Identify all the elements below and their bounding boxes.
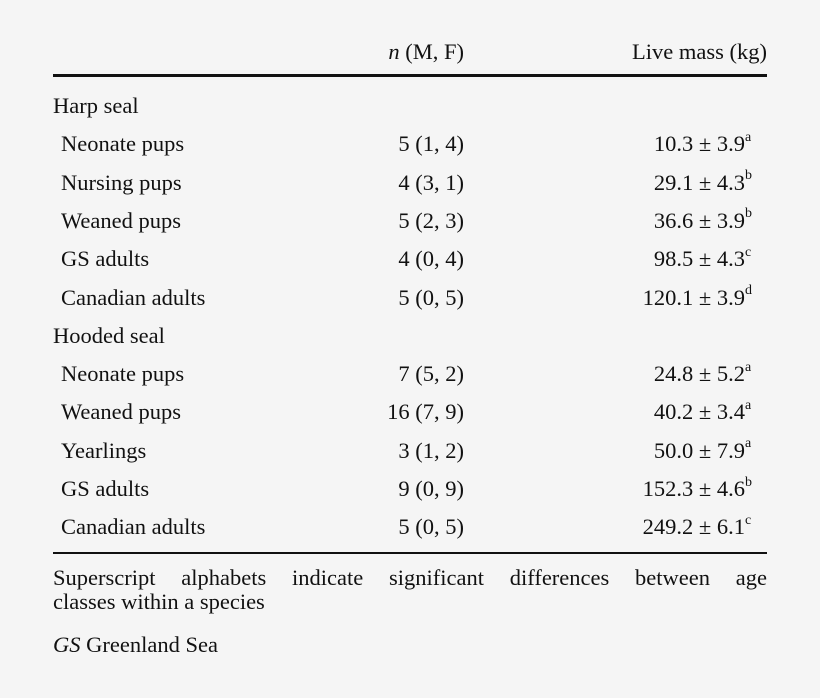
row-n: 5 (0, 5)	[398, 514, 464, 540]
mass-value: 152.3 ± 4.6	[642, 476, 745, 501]
significance-superscript: b	[745, 168, 752, 184]
row-mass: 50.0 ± 7.9a	[653, 437, 751, 463]
row-n: 7 (5, 2)	[398, 361, 464, 387]
row-n: 5 (0, 5)	[398, 284, 464, 310]
row-n: 4 (3, 1)	[398, 169, 464, 195]
abbr-definition: Greenland Sea	[80, 632, 218, 657]
row-label: Yearlings	[61, 437, 147, 463]
mass-value: 29.1 ± 4.3	[653, 169, 745, 195]
mass-value: 40.2 ± 3.4	[653, 399, 745, 425]
row-label: Neonate pups	[61, 131, 185, 157]
row-label: Canadian adults	[61, 284, 206, 310]
row-mass: 40.2 ± 3.4a	[653, 398, 751, 425]
row-label: Neonate pups	[61, 361, 185, 387]
row-mass: 152.3 ± 4.6b	[642, 475, 752, 501]
significance-superscript: a	[745, 359, 752, 375]
mass-value: 10.3 ± 3.9	[653, 131, 745, 157]
significance-superscript: a	[745, 397, 752, 413]
row-label: Weaned pups	[61, 399, 182, 425]
significance-superscript: a	[745, 436, 752, 452]
header-n-italic: n	[388, 39, 400, 64]
header-n: n (M, F)	[388, 39, 464, 64]
footnote-abbreviation: GS Greenland Sea	[53, 632, 767, 657]
footnote-line-2: classes within a species	[53, 589, 265, 614]
row-label: GS adults	[61, 246, 150, 272]
row-n: 9 (0, 9)	[398, 476, 464, 501]
row-n: 16 (7, 9)	[387, 399, 464, 425]
mass-value: 36.6 ± 3.9	[653, 207, 745, 233]
abbr-term: GS	[53, 632, 81, 657]
significance-superscript: b	[745, 206, 752, 222]
mass-value: 24.8 ± 5.2	[653, 361, 745, 387]
row-label: GS adults	[61, 476, 150, 501]
row-mass: 10.3 ± 3.9a	[653, 130, 751, 157]
bottom-rule	[53, 552, 767, 554]
group-label: Harp seal	[53, 93, 139, 118]
row-label: Nursing pups	[61, 169, 182, 195]
mass-value: 249.2 ± 6.1	[642, 514, 745, 540]
row-n: 5 (2, 3)	[398, 207, 464, 233]
top-rule	[53, 74, 767, 77]
row-mass: 120.1 ± 3.9d	[642, 284, 752, 310]
significance-superscript: a	[745, 129, 752, 145]
mass-value: 120.1 ± 3.9	[642, 284, 745, 310]
significance-superscript: c	[745, 512, 752, 528]
header-n-rest: (M, F)	[399, 39, 464, 64]
row-n: 5 (1, 4)	[398, 131, 464, 157]
row-label: Canadian adults	[61, 514, 206, 540]
group-label: Hooded seal	[53, 322, 165, 348]
row-mass: 29.1 ± 4.3b	[653, 169, 752, 195]
row-mass: 249.2 ± 6.1c	[642, 513, 752, 540]
footnote-line-1: Superscript alphabets indicate significa…	[53, 565, 767, 590]
mass-value: 50.0 ± 7.9	[653, 437, 745, 463]
row-mass: 24.8 ± 5.2a	[653, 360, 751, 387]
row-mass: 98.5 ± 4.3c	[653, 245, 751, 272]
row-label: Weaned pups	[61, 207, 182, 233]
row-mass: 36.6 ± 3.9b	[653, 207, 752, 233]
header-live-mass: Live mass (kg)	[632, 39, 767, 64]
mass-value: 98.5 ± 4.3	[653, 246, 745, 272]
significance-superscript: d	[745, 283, 752, 298]
significance-superscript: b	[745, 474, 752, 490]
row-n: 3 (1, 2)	[398, 437, 464, 463]
row-n: 4 (0, 4)	[398, 246, 464, 272]
significance-superscript: c	[745, 244, 752, 260]
